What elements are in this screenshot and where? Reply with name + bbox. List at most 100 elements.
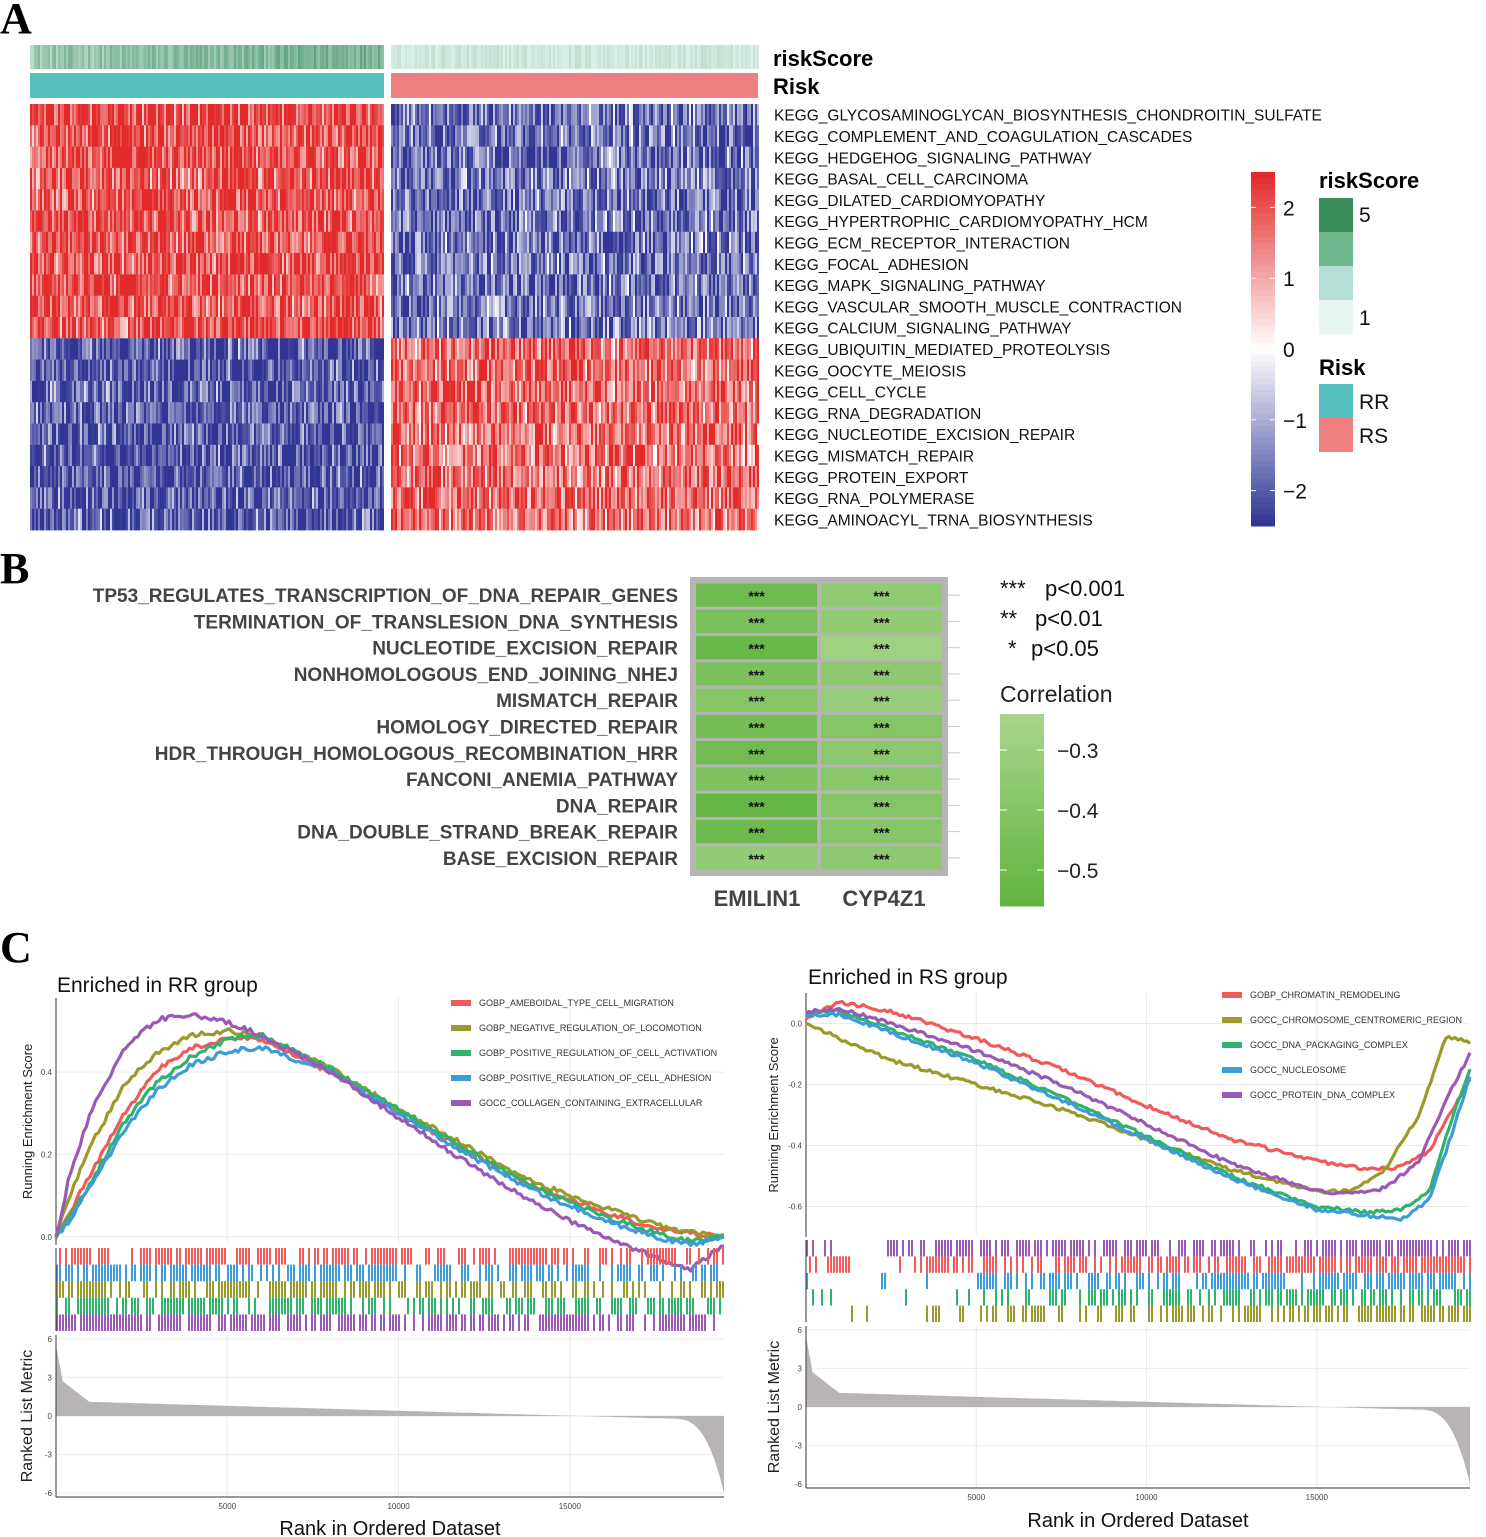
heatmap-cell: [541, 210, 543, 233]
heatmap-cell: [366, 167, 368, 190]
heatmap-cell: [232, 210, 234, 233]
riskscore-cell-rs: [525, 45, 527, 69]
heatmap-cell: [535, 317, 537, 339]
heatmap-cell: [755, 210, 757, 233]
heatmap-cell: [284, 317, 286, 339]
heatmap-cell: [178, 317, 180, 339]
heatmap-cell: [132, 167, 134, 190]
heatmap-cell: [415, 338, 417, 360]
heatmap-cell: [733, 146, 735, 169]
heatmap-cell: [162, 125, 164, 147]
heatmap-cell: [619, 295, 621, 318]
heatmap-cell: [687, 146, 689, 169]
heatmap-cell: [397, 125, 399, 147]
heatmap-cell: [627, 189, 629, 211]
heatmap-cell: [725, 274, 727, 297]
heatmap-cell: [421, 210, 423, 233]
heatmap-cell: [224, 167, 226, 190]
heatmap-cell: [441, 231, 443, 254]
heatmap-cell: [68, 231, 70, 254]
heatmap-cell: [589, 125, 591, 147]
heatmap-cell: [248, 146, 250, 169]
heatmap-cell: [330, 104, 332, 126]
heatmap-cell: [358, 189, 360, 211]
heatmap-cell: [32, 274, 34, 297]
heatmap-cell: [563, 317, 565, 339]
heatmap-cell: [565, 253, 567, 275]
heatmap-cell: [286, 338, 288, 360]
heatmap-cell: [445, 189, 447, 211]
heatmap-cell: [393, 189, 395, 211]
heatmap-cell: [352, 317, 354, 339]
heatmap-cell: [709, 189, 711, 211]
heatmap-cell: [182, 274, 184, 297]
heatmap-cell: [465, 274, 467, 297]
heatmap-cell: [567, 274, 569, 297]
heatmap-cell: [140, 295, 142, 318]
pathway-row-label: KEGG_MAPK_SIGNALING_PATHWAY: [774, 278, 1046, 295]
heatmap-cell: [595, 253, 597, 275]
heatmap-cell: [401, 189, 403, 211]
heatmap-cell: [48, 253, 50, 275]
heatmap-cell: [318, 359, 320, 382]
riskscore-cell-rs: [737, 45, 739, 69]
heatmap-cell: [332, 210, 334, 233]
heatmap-cell: [721, 167, 723, 190]
heatmap-cell: [653, 295, 655, 318]
heatmap-cell: [537, 274, 539, 297]
riskscore-cell-rr: [380, 45, 382, 69]
heatmap-cell: [713, 189, 715, 211]
heatmap-cell: [735, 231, 737, 254]
heatmap-cell: [665, 338, 667, 360]
heatmap-cell: [491, 295, 493, 318]
heatmap-cell: [605, 104, 607, 126]
heatmap-cell: [669, 274, 671, 297]
riskscore-cell-rs: [569, 45, 571, 69]
heatmap-cell: [549, 104, 551, 126]
heatmap-cell: [360, 295, 362, 318]
heatmap-cell: [162, 295, 164, 318]
heatmap-cell: [409, 253, 411, 275]
heatmap-cell: [615, 167, 617, 190]
heatmap-cell: [739, 274, 741, 297]
heatmap-cell: [449, 167, 451, 190]
heatmap-cell: [453, 274, 455, 297]
heatmap-cell: [182, 104, 184, 126]
heatmap-cell: [122, 189, 124, 211]
heatmap-cell: [326, 231, 328, 254]
heatmap-cell: [529, 317, 531, 339]
heatmap-cell: [671, 253, 673, 275]
heatmap-cell: [435, 104, 437, 126]
heatmap-cell: [378, 253, 380, 275]
heatmap-cell: [705, 189, 707, 211]
heatmap-cell: [212, 231, 214, 254]
heatmap-cell: [719, 104, 721, 126]
heatmap-cell: [246, 231, 248, 254]
heatmap-cell: [443, 338, 445, 360]
heatmap-cell: [318, 295, 320, 318]
heatmap-cell: [146, 210, 148, 233]
heatmap-cell: [537, 167, 539, 190]
heatmap-cell: [84, 338, 86, 360]
heatmap-cell: [683, 125, 685, 147]
heatmap-cell: [98, 125, 100, 147]
heatmap-cell: [124, 253, 126, 275]
heatmap-cell: [280, 274, 282, 297]
heatmap-cell: [376, 189, 378, 211]
riskscore-cell-rs: [441, 45, 443, 69]
heatmap-cell: [160, 317, 162, 339]
heatmap-cell: [457, 253, 459, 275]
heatmap-cell: [306, 125, 308, 147]
heatmap-cell: [226, 146, 228, 169]
heatmap-cell: [206, 189, 208, 211]
heatmap-cell: [112, 104, 114, 126]
heatmap-cell: [292, 359, 294, 382]
heatmap-cell: [661, 146, 663, 169]
heatmap-cell: [100, 167, 102, 190]
heatmap-cell: [86, 104, 88, 126]
heatmap-cell: [655, 125, 657, 147]
heatmap-cell: [673, 167, 675, 190]
heatmap-cell: [725, 295, 727, 318]
heatmap-cell: [647, 317, 649, 339]
heatmap-cell: [727, 317, 729, 339]
